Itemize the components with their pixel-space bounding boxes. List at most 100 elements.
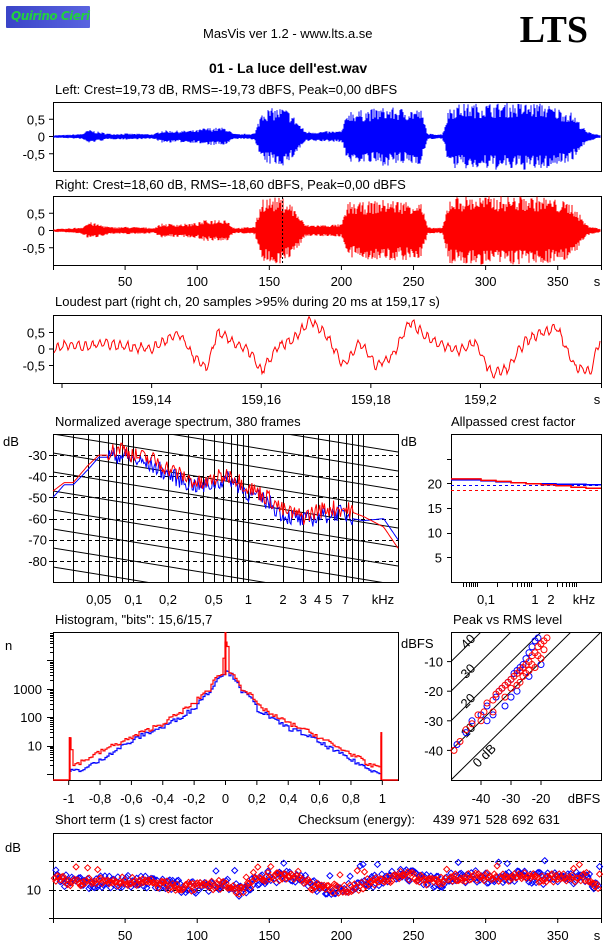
short-term-left-point	[536, 869, 545, 877]
short-term-right-point	[564, 875, 572, 883]
spectrum-xtick-label: 4	[314, 592, 321, 607]
short-term-right-point	[405, 876, 413, 884]
short-term-right-point	[582, 868, 591, 877]
short-term-right-point	[578, 871, 586, 879]
short-term-right-point	[105, 879, 113, 888]
spectrum-right-line	[52, 442, 399, 549]
short-term-right-point	[207, 877, 216, 886]
short-term-right-point	[267, 862, 275, 871]
spectrum-slope-line	[53, 547, 266, 582]
short-term-right-point	[370, 881, 379, 889]
short-term-right-point	[268, 873, 276, 881]
short-term-left-point	[359, 860, 367, 869]
short-term-right-point	[543, 872, 552, 881]
peak-rms-frame	[451, 632, 602, 781]
histogram-xtick-label: -0,8	[89, 791, 111, 806]
short-term-right-point	[127, 880, 135, 888]
short-term-left-point	[502, 870, 510, 878]
peak-rms-left-point	[534, 634, 542, 642]
spectrum-ytick-label: -50	[28, 490, 47, 505]
short-term-right-point	[357, 878, 366, 887]
short-term-xtick-label: 300	[475, 928, 497, 943]
short-term-right-point	[562, 877, 571, 885]
peak-rms-ytick-label: -30	[424, 714, 443, 729]
histogram-xtick-label: 0,4	[279, 791, 297, 806]
crest-title: Allpassed crest factor	[451, 414, 576, 429]
short-term-right-point	[340, 881, 349, 890]
short-term-right-point	[304, 875, 312, 884]
histogram-right-line	[69, 641, 382, 768]
spectrum-slope-line	[53, 358, 398, 414]
short-term-right-point	[121, 876, 129, 885]
short-term-left-point	[98, 883, 106, 892]
crest-ytick-label: 15	[428, 501, 442, 516]
crest-ylabel: dB	[401, 434, 417, 449]
time-xtick-label: 250	[403, 274, 425, 289]
short-term-right-point	[579, 870, 588, 878]
short-term-left-point	[254, 881, 262, 889]
peak-rms-ytick-label: -10	[424, 655, 443, 670]
time-xtick-label: 100	[186, 274, 208, 289]
short-term-right-point	[92, 879, 100, 888]
short-term-right-point	[434, 878, 442, 886]
peak-rms-right-point	[462, 726, 470, 734]
peak-rms-left-point	[483, 717, 491, 725]
short-term-unit-label: s	[594, 928, 601, 943]
histogram-xtick-label: 0,6	[311, 791, 329, 806]
loudest-ytick-label: 0,5	[27, 326, 45, 341]
short-term-right-point	[569, 864, 578, 873]
histogram-ytick-label: 10	[28, 739, 42, 754]
short-term-right-point	[438, 880, 447, 888]
short-term-right-point	[254, 863, 262, 871]
histogram-xtick-label: -0,2	[183, 791, 205, 806]
short-term-left-point	[326, 872, 334, 880]
short-term-right-point	[422, 881, 431, 889]
short-term-left-point	[373, 860, 382, 869]
crest-right-line	[451, 478, 601, 490]
short-term-right-point	[476, 873, 484, 881]
short-term-right-point	[179, 885, 187, 894]
short-term-right-point	[83, 864, 92, 872]
spectrum-xtick-label: 0,2	[159, 592, 177, 607]
app-title: MasVis ver 1.2 - www.lts.a.se	[203, 26, 373, 41]
short-term-right-point	[486, 873, 494, 881]
loudest-frame	[53, 315, 602, 384]
short-term-left-point	[230, 866, 239, 875]
peak-rms-xtick-label: -40	[472, 791, 491, 806]
short-term-left-point	[212, 867, 220, 875]
spectrum-ytick-label: -40	[28, 469, 47, 484]
spectrum-xtick-label: 5	[325, 592, 332, 607]
peak-rms-right-point	[468, 720, 476, 728]
spectrum-xtick-label: 0,1	[124, 592, 142, 607]
spectrum-ytick-label: -80	[28, 554, 47, 569]
loudest-unit-label: s	[594, 392, 601, 407]
short-term-right-point	[144, 876, 152, 884]
short-term-right-point	[522, 874, 530, 882]
histogram-xtick-label: 0,8	[342, 791, 360, 806]
peak-rms-crest-label: 30	[458, 661, 479, 682]
short-term-right-point	[572, 874, 581, 882]
short-term-right-point	[73, 876, 82, 884]
short-term-right-point	[399, 871, 408, 880]
loudest-part-title: Loudest part (right ch, 20 samples >95% …	[55, 294, 440, 309]
peak-rms-left-point	[528, 643, 536, 651]
loudest-xtick-label: 159,2	[464, 392, 497, 407]
spectrum-slope-line	[53, 434, 398, 491]
spectrum-slope-line	[53, 566, 149, 582]
right-waveform-ytick-label: -0,5	[23, 241, 45, 256]
spectrum-slope-line	[53, 320, 398, 376]
spectrum-ytick-label: -70	[28, 533, 47, 548]
short-term-right-point	[595, 870, 604, 878]
peak-rms-right-point	[489, 696, 497, 704]
histogram-xtick-label: 0,2	[248, 791, 266, 806]
short-term-right-point	[425, 874, 434, 883]
short-term-right-point	[552, 871, 561, 880]
peak-rms-ytick-label: -20	[424, 684, 443, 699]
spectrum-slope-line	[283, 434, 398, 453]
peak-rms-left-point	[468, 717, 476, 725]
short-term-left-point	[295, 876, 304, 884]
short-term-right-point	[285, 872, 294, 881]
time-xtick-label: 350	[547, 274, 569, 289]
short-term-left-point	[369, 883, 377, 891]
crest-xtick-label: 2	[547, 592, 554, 607]
